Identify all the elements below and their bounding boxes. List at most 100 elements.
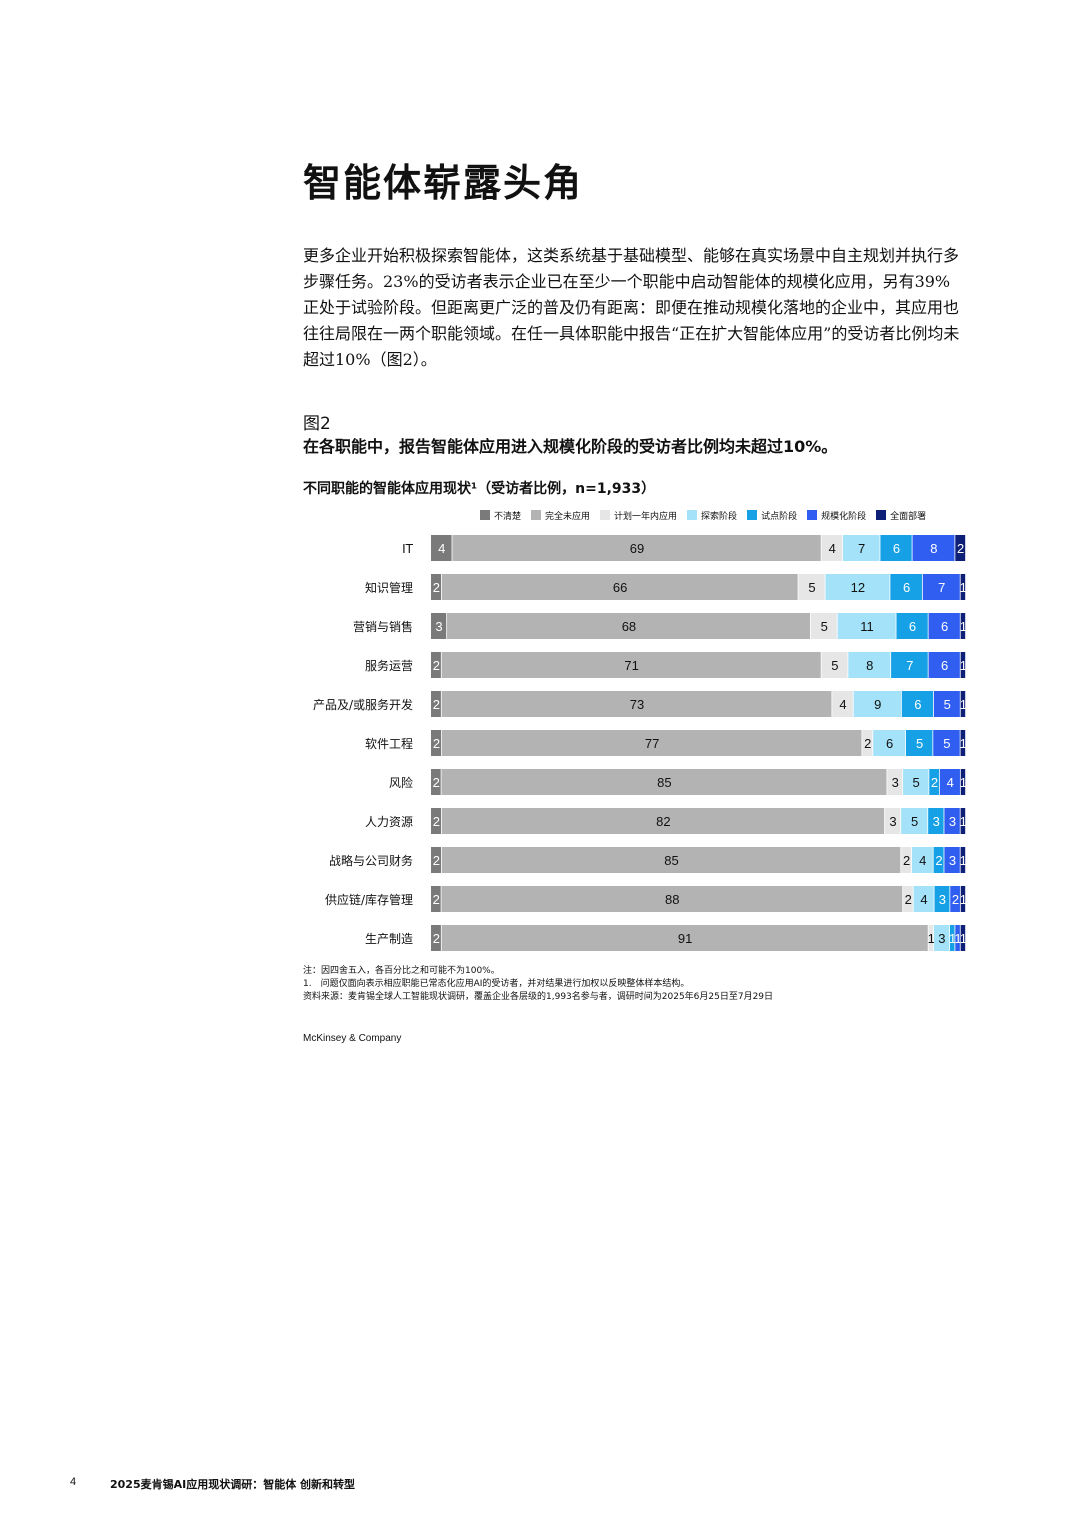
category-label: 风险 (389, 775, 413, 790)
data-label: 6 (909, 619, 916, 634)
data-label: 7 (938, 580, 945, 595)
bar-segment (431, 574, 442, 600)
data-label: 4 (947, 775, 954, 790)
data-label: 2 (433, 814, 440, 829)
bar-segment (431, 691, 441, 717)
data-label: 69 (630, 541, 644, 556)
bar-segment (901, 847, 912, 873)
data-label: 3 (889, 814, 896, 829)
legend-label: 计划一年内应用 (614, 511, 678, 522)
chart-notes: 注：因四舍五入，各百分比之和可能不为100%。 1. 问题仅面向表示相应职能已常… (303, 965, 983, 1004)
bar-segment (431, 769, 441, 795)
bar-segment (431, 613, 447, 639)
data-label: 1 (928, 931, 935, 946)
bar-segment (431, 886, 441, 912)
category-label: IT (402, 542, 414, 556)
bar-segment (960, 613, 966, 639)
category-label: 营销与销售 (353, 619, 413, 634)
data-label: 2 (905, 892, 912, 907)
category-label: 供应链/库存管理 (325, 892, 413, 907)
data-label: 88 (665, 892, 679, 907)
data-label: 1 (960, 619, 967, 634)
bar-segment (901, 808, 928, 834)
bar-segment (887, 769, 903, 795)
bar-segment (441, 886, 903, 912)
data-label: 4 (829, 541, 836, 556)
brand-name: McKinsey & Company (303, 1033, 402, 1044)
data-label: 2 (433, 736, 440, 751)
bar-segment (960, 769, 966, 795)
page-title: 智能体崭露头角 (303, 160, 584, 205)
data-label: 1 (960, 775, 967, 790)
bar-segment (896, 613, 928, 639)
category-label: 服务运营 (365, 658, 413, 673)
data-label: 1 (960, 931, 967, 946)
data-label: 2 (864, 736, 871, 751)
bar-segment (441, 574, 798, 600)
bar-segment (928, 652, 960, 678)
data-label: 3 (949, 853, 956, 868)
data-label: 5 (916, 736, 923, 751)
bar-segment (960, 730, 966, 756)
data-label: 71 (624, 658, 638, 673)
data-label: 1 (960, 853, 967, 868)
bar-segment (842, 535, 880, 561)
bar-segment (832, 691, 853, 717)
data-label: 5 (913, 775, 920, 790)
data-label: 8 (866, 658, 873, 673)
data-label: 3 (892, 775, 899, 790)
bar-segment (431, 652, 441, 678)
bar-segment (431, 535, 452, 561)
data-label: 2 (433, 853, 440, 868)
data-label: 1 (960, 658, 967, 673)
figure-label: 图2 (303, 414, 331, 434)
category-label: 产品及/或服务开发 (313, 697, 413, 712)
legend-label: 试点阶段 (761, 511, 798, 522)
bar-segment (933, 691, 960, 717)
note-footnote-1: 1. 问题仅面向表示相应职能已常态化应用AI的受访者，并对结果进行加权以反映整体… (303, 979, 690, 989)
data-label: 1 (960, 580, 967, 595)
bar-segment (933, 847, 944, 873)
bar-segment (955, 535, 966, 561)
data-label: 3 (933, 814, 940, 829)
bar-segment (873, 730, 906, 756)
footer-title: 2025麦肯锡AI应用现状调研：智能体 创新和转型 (110, 1478, 356, 1491)
note-rounding: 注：因四舍五入，各百分比之和可能不为100%。 (303, 966, 500, 976)
bar-segment (798, 574, 825, 600)
bar-segment (901, 691, 934, 717)
category-label: 软件工程 (365, 736, 413, 751)
legend-label: 完全未应用 (545, 511, 591, 522)
data-label: 7 (858, 541, 865, 556)
category-label: 知识管理 (365, 580, 413, 595)
legend-swatch (876, 510, 887, 520)
data-label: 5 (831, 658, 838, 673)
data-label: 1 (949, 931, 956, 946)
bar-segment (431, 730, 442, 756)
data-label: 2 (931, 775, 938, 790)
bar-segment (821, 652, 848, 678)
bar-segment (452, 535, 821, 561)
data-label: 68 (622, 619, 636, 634)
bar-segment (929, 769, 939, 795)
legend-swatch (480, 510, 490, 520)
data-label: 12 (851, 580, 865, 595)
legend-label: 不清楚 (494, 511, 522, 522)
legend-swatch (687, 510, 698, 520)
data-label: 2 (433, 697, 440, 712)
data-label: 3 (938, 931, 945, 946)
bar-segment (944, 847, 960, 873)
data-label: 1 (960, 814, 967, 829)
data-label: 2 (935, 853, 942, 868)
bar-segment (441, 769, 887, 795)
data-label: 4 (438, 541, 445, 556)
bar-segment (913, 886, 934, 912)
data-label: 4 (920, 892, 927, 907)
legend-swatch (747, 510, 758, 520)
data-label: 5 (821, 619, 828, 634)
chart-legend: 不清楚 完全未应用 计划一年内应用 探索阶段 试点阶段 规模化阶段 全面部署 (480, 507, 970, 523)
data-label: 6 (886, 736, 893, 751)
legend-swatch (600, 510, 611, 520)
bar-segment (933, 730, 960, 756)
bar-segment (890, 574, 922, 600)
